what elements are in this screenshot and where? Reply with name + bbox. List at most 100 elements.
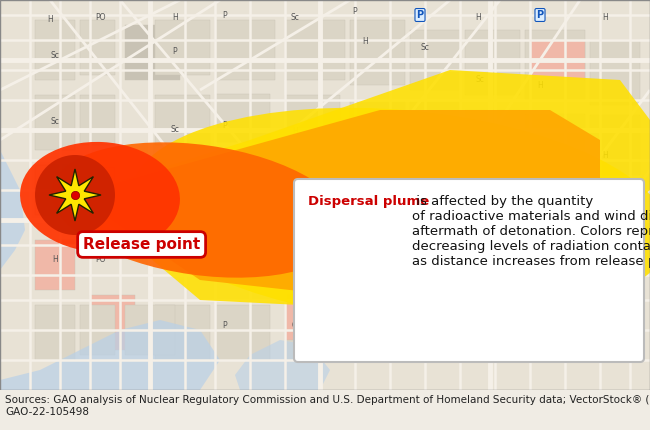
Bar (155, 20, 210, 75)
Bar (35, 95, 75, 150)
Polygon shape (49, 169, 101, 221)
Text: H: H (292, 128, 298, 136)
Text: P: P (418, 13, 422, 22)
Text: P: P (223, 320, 227, 329)
Polygon shape (0, 320, 220, 390)
Bar (35, 165, 75, 215)
Text: H: H (47, 15, 53, 25)
Text: H: H (222, 190, 228, 200)
Text: H: H (477, 218, 483, 227)
Bar (590, 187, 640, 245)
Text: Sc: Sc (51, 50, 59, 59)
Text: Sc: Sc (291, 13, 300, 22)
Text: H: H (222, 255, 228, 264)
Text: H: H (537, 147, 543, 157)
Bar (285, 20, 345, 80)
Bar (350, 100, 405, 152)
Bar (285, 305, 345, 360)
Text: Sc: Sc (170, 126, 179, 135)
Ellipse shape (51, 142, 349, 278)
Text: Sc: Sc (421, 43, 430, 52)
Text: H: H (352, 255, 358, 264)
Text: P: P (353, 7, 358, 16)
Bar (465, 110, 520, 170)
Text: H: H (427, 323, 433, 332)
Bar (410, 100, 460, 150)
Text: P: P (601, 335, 608, 345)
Bar (590, 40, 640, 105)
FancyBboxPatch shape (294, 179, 644, 362)
Text: P: P (363, 320, 367, 329)
Bar (125, 25, 180, 80)
Text: H: H (602, 291, 608, 300)
Text: Sources: GAO analysis of Nuclear Regulatory Commission and U.S. Department of Ho: Sources: GAO analysis of Nuclear Regulat… (5, 395, 650, 417)
Text: P: P (173, 47, 177, 56)
Text: O: O (292, 320, 298, 329)
Text: Sc: Sc (601, 317, 610, 326)
Bar (350, 164, 405, 212)
Bar (590, 115, 640, 175)
Text: P: P (223, 120, 227, 129)
Bar (80, 95, 115, 145)
Bar (215, 94, 270, 142)
Text: H: H (52, 255, 58, 264)
Bar (155, 95, 210, 145)
Polygon shape (0, 150, 25, 390)
Text: H: H (292, 255, 298, 264)
Bar (350, 305, 405, 360)
Text: H: H (352, 194, 358, 203)
Bar (590, 257, 640, 315)
Bar (525, 30, 585, 100)
Text: H: H (602, 221, 608, 230)
Bar (285, 295, 340, 340)
Polygon shape (75, 110, 600, 300)
Bar (215, 20, 275, 80)
Text: H: H (537, 221, 543, 230)
Text: PO: PO (95, 255, 105, 264)
Bar (80, 20, 115, 75)
Text: H: H (477, 147, 483, 157)
Bar (410, 30, 460, 90)
Bar (215, 305, 270, 360)
Text: H: H (602, 13, 608, 22)
Polygon shape (75, 70, 650, 310)
Bar (530, 40, 585, 80)
Text: H: H (172, 190, 178, 200)
Text: PO: PO (95, 13, 105, 22)
Text: P: P (417, 10, 424, 20)
Text: H: H (172, 13, 178, 22)
Bar (465, 255, 520, 310)
Text: H: H (475, 13, 481, 22)
Bar (35, 305, 75, 360)
Text: P: P (173, 255, 177, 264)
Bar (285, 165, 340, 215)
Text: is affected by the quantity
of radioactive materials and wind direction in
after: is affected by the quantity of radioacti… (412, 195, 650, 268)
Text: P: P (53, 190, 57, 200)
Bar (525, 114, 585, 172)
Text: H: H (537, 80, 543, 89)
Text: H: H (477, 286, 483, 295)
Ellipse shape (131, 108, 650, 322)
Ellipse shape (35, 155, 115, 235)
Text: Dispersal plume: Dispersal plume (308, 195, 429, 208)
Text: Release point: Release point (83, 237, 200, 252)
Bar (35, 240, 75, 290)
Ellipse shape (20, 142, 180, 252)
Bar (350, 20, 405, 85)
Bar (215, 165, 270, 210)
Text: H: H (362, 37, 368, 46)
Bar (155, 164, 210, 212)
Bar (525, 184, 585, 242)
Text: P: P (223, 10, 227, 19)
Text: Sc: Sc (51, 117, 59, 126)
Text: H: H (352, 128, 358, 136)
Bar (80, 305, 115, 355)
Bar (525, 254, 585, 312)
Bar (410, 305, 460, 360)
Polygon shape (235, 340, 330, 390)
Bar (465, 185, 520, 240)
Text: P: P (536, 10, 543, 20)
Bar (155, 305, 210, 360)
Bar (90, 295, 135, 350)
Bar (410, 165, 460, 215)
